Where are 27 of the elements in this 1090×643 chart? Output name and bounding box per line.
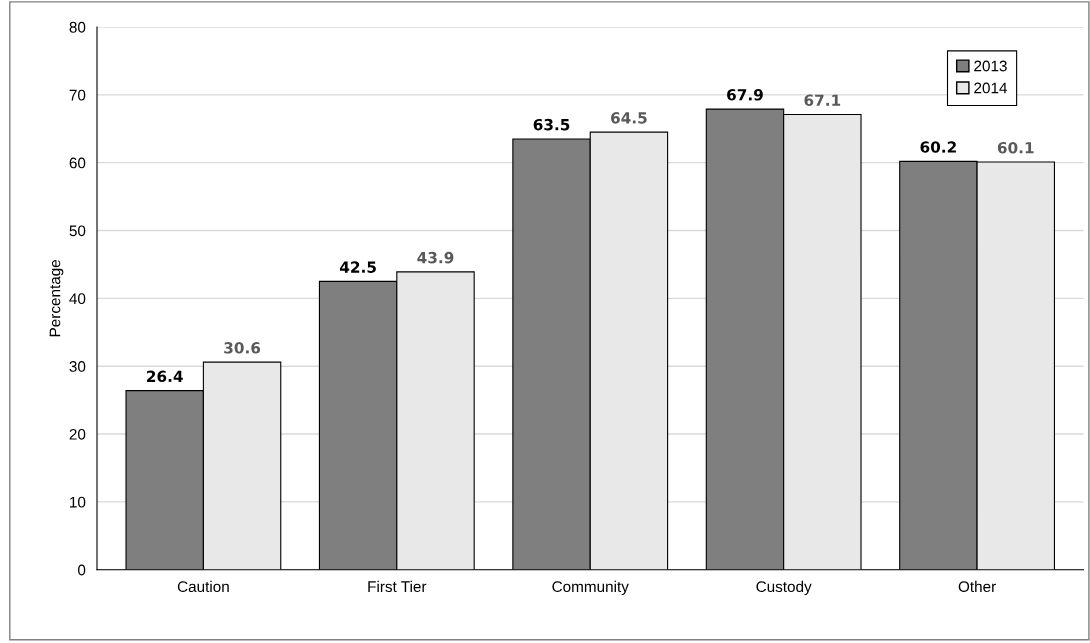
y-tick-label: 70 [69, 89, 86, 101]
y-tick-label: 0 [78, 564, 86, 576]
legend-label: 2014 [974, 82, 1008, 94]
data-label: 63.5 [533, 118, 570, 131]
y-tick-label: 30 [69, 361, 86, 372]
x-tick-label: Custody [756, 580, 812, 596]
y-tick-label: 20 [69, 428, 86, 440]
data-label: 67.1 [804, 94, 841, 106]
y-tick-label: 50 [69, 225, 86, 237]
x-tick-label: Other [958, 580, 996, 593]
x-tick-label: Community [552, 580, 629, 596]
data-label: 42.5 [339, 261, 376, 273]
data-label: 60.1 [997, 141, 1034, 154]
y-tick-label: 60 [69, 157, 86, 169]
data-label: 30.6 [224, 342, 261, 354]
x-tick-label: Caution [177, 580, 229, 593]
data-label: 26.4 [147, 370, 183, 383]
data-label: 67.9 [727, 89, 763, 101]
y-tick-label: 40 [69, 293, 86, 305]
y-tick-label: 10 [70, 496, 86, 508]
data-label: 60.2 [920, 141, 956, 153]
data-label: 43.9 [417, 251, 454, 264]
y-tick-label: 80 [69, 21, 86, 33]
y-axis-title: Percentage [49, 259, 64, 337]
data-label: 64.5 [611, 112, 647, 124]
legend-label: 2013 [974, 60, 1007, 72]
x-tick-label: First Tier [368, 580, 427, 593]
